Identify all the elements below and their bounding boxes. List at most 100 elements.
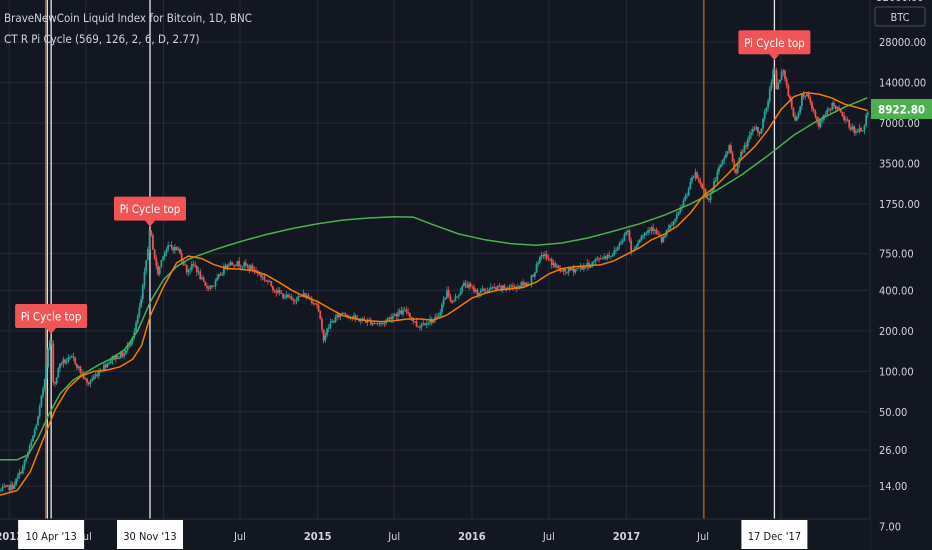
candle [18, 468, 21, 480]
candle-body [310, 299, 313, 304]
candle [403, 306, 406, 312]
candle-body [397, 312, 399, 317]
candle [547, 254, 550, 262]
candle-body [848, 119, 851, 128]
candle-body [785, 79, 788, 86]
candle-body [616, 246, 619, 251]
candle [603, 253, 606, 260]
candle-body [746, 139, 749, 147]
candle-body [486, 291, 489, 292]
candle-body [672, 221, 675, 226]
candle [865, 113, 867, 128]
candle [217, 273, 220, 280]
candle-body [686, 195, 688, 197]
candle-body [108, 363, 110, 364]
candle-body [545, 254, 548, 259]
candle [20, 470, 23, 475]
candle [459, 287, 462, 296]
candle-body [682, 200, 685, 207]
candle-body [364, 320, 367, 323]
candle [456, 296, 459, 299]
candle [194, 261, 197, 269]
candle-body [258, 272, 261, 275]
candle [25, 456, 28, 463]
price-axis[interactable]: 52000.00 BTC 7.00 14.00 26.00 50.00 100.00 200.… [869, 0, 932, 550]
candle [42, 386, 44, 399]
candle [265, 280, 268, 282]
candle [322, 328, 325, 344]
candle [777, 79, 780, 90]
date-badge [18, 520, 85, 549]
candle-body [775, 70, 778, 90]
candle [211, 285, 213, 289]
candle [145, 260, 148, 275]
candle [69, 355, 72, 360]
candle-body [106, 363, 109, 368]
candle-body [574, 268, 577, 273]
candle-body [35, 425, 38, 430]
candle [684, 193, 687, 202]
candle-body [224, 265, 227, 269]
candle-body [490, 287, 492, 290]
candle-body [811, 102, 813, 109]
candle [554, 261, 557, 269]
candle-body [212, 286, 215, 287]
candle-body [699, 181, 702, 185]
candle-body [501, 285, 504, 290]
candle-body [863, 125, 866, 131]
candle-body [18, 472, 21, 476]
candle [250, 264, 252, 270]
candle [6, 484, 9, 488]
candle-body [779, 79, 781, 83]
candle-body [104, 364, 107, 368]
candle-body [229, 262, 232, 266]
candle [647, 227, 649, 236]
candle [37, 415, 39, 426]
candle-body [567, 267, 570, 273]
candle-body [21, 466, 24, 474]
candle-body [829, 109, 832, 110]
time-axis[interactable]: 2013Jul2014Jul2015Jul2016Jul2017Jul20181… [0, 518, 870, 550]
candle [310, 296, 313, 305]
candle-body [675, 214, 678, 220]
candle [202, 275, 205, 283]
candle-body [795, 117, 798, 121]
indicator-title[interactable]: CT R Pi Cycle (569, 126, 2, 6, D, 2.77) [4, 32, 200, 46]
candle [91, 375, 94, 382]
candle-body [664, 235, 666, 237]
candle-body [8, 485, 11, 491]
candle [261, 274, 264, 281]
candle [179, 247, 181, 255]
candle [214, 278, 217, 290]
candle [814, 109, 817, 120]
candle [555, 263, 558, 270]
candle-body [135, 322, 137, 332]
candle [138, 302, 141, 319]
candle-body [47, 349, 50, 367]
candle [618, 241, 621, 250]
candle [449, 293, 452, 303]
candle-body [483, 288, 486, 292]
candles [0, 66, 869, 494]
candle-body [270, 281, 273, 287]
candle [675, 210, 678, 223]
candle-body [429, 318, 431, 323]
candle-body [195, 266, 198, 273]
candle-body [442, 299, 445, 305]
candle-body [564, 269, 567, 272]
candle [469, 281, 472, 289]
candle-body [510, 285, 513, 288]
time-tick-label: Jul [233, 530, 246, 543]
candle [116, 355, 119, 360]
candle [748, 131, 751, 143]
candle-body [466, 284, 469, 288]
currency-button[interactable] [874, 6, 926, 27]
label-pointer [46, 327, 57, 334]
candle-body [809, 97, 812, 103]
candle-body [82, 373, 85, 379]
candle [493, 283, 496, 290]
candle-body [530, 275, 533, 284]
candle [224, 263, 227, 271]
candle-body [54, 382, 56, 384]
